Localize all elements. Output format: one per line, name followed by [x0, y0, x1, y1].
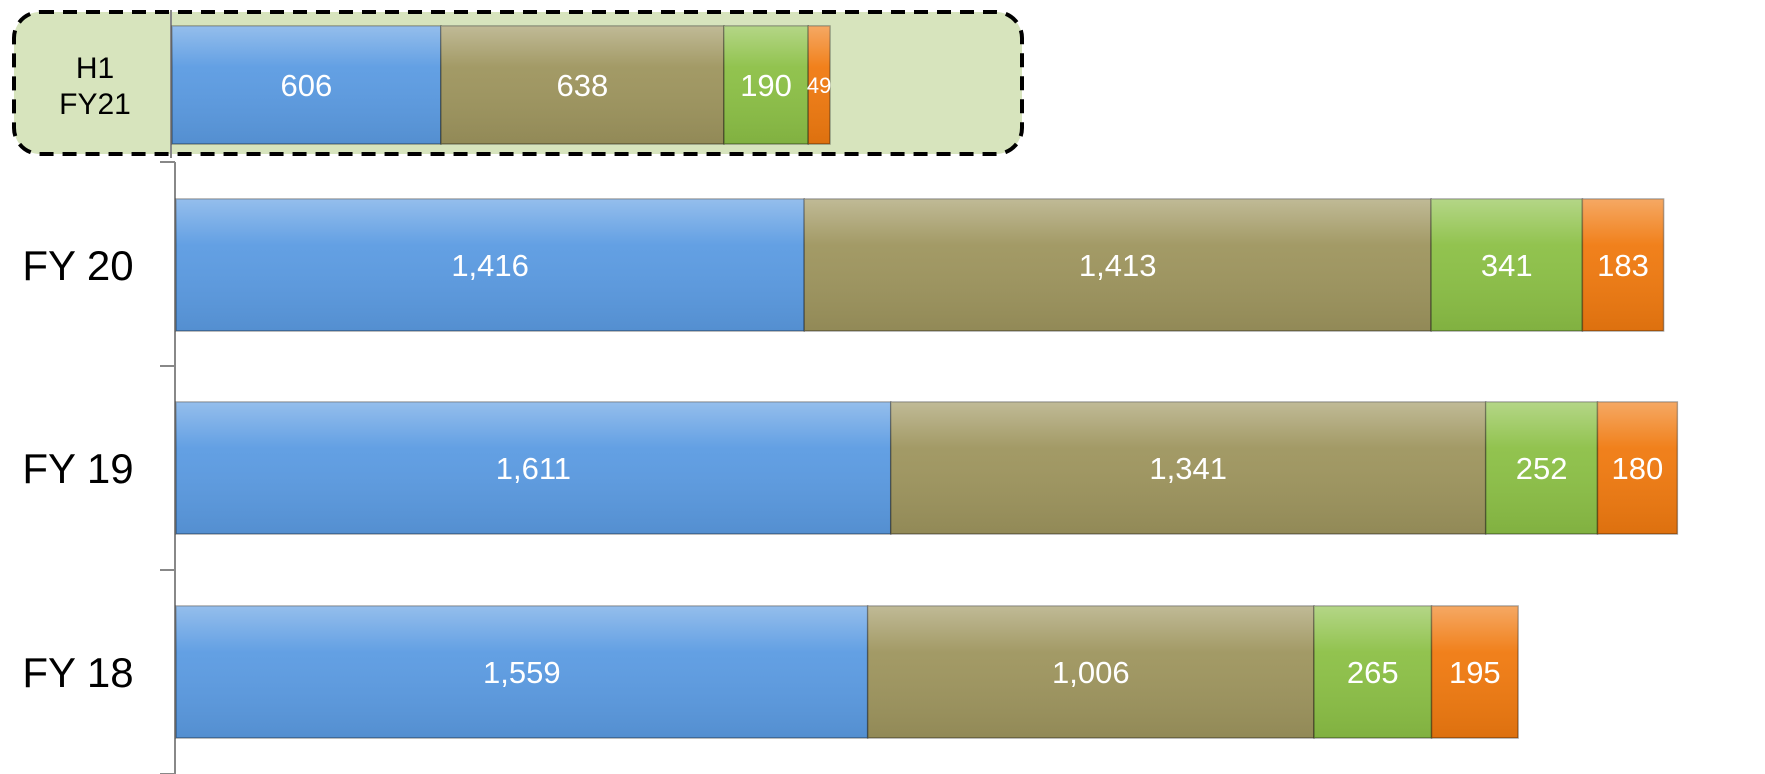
bar-segment-group: 195: [1430, 605, 1519, 739]
bar-segment-group: 1,416: [175, 198, 805, 332]
category-axis: [160, 10, 176, 774]
data-label: 190: [740, 68, 792, 103]
bar-segment-group: 49: [807, 25, 831, 145]
data-label: 1,006: [1052, 655, 1130, 690]
bar-segment-group: 252: [1484, 401, 1599, 535]
bar-segment-group: 183: [1581, 198, 1665, 332]
data-label: 195: [1449, 655, 1501, 690]
data-label: 606: [281, 68, 333, 103]
bar-segment-group: 265: [1313, 605, 1433, 739]
data-label: 341: [1481, 248, 1533, 283]
bar-segment-group: 606: [171, 25, 442, 145]
bar-segment-group: 190: [723, 25, 809, 145]
bar-segment-group: 1,341: [889, 401, 1487, 535]
data-label: 265: [1347, 655, 1399, 690]
data-label: 1,611: [496, 451, 571, 486]
category-label: H1: [76, 52, 114, 85]
bar-segment-group: 341: [1430, 198, 1584, 332]
data-label: 1,416: [451, 248, 529, 283]
data-label: 183: [1597, 248, 1649, 283]
bar-segment-group: 638: [440, 25, 725, 145]
data-label: 1,341: [1149, 451, 1227, 486]
category-label: FY 19: [22, 445, 133, 492]
data-label: 638: [557, 68, 609, 103]
data-label: 180: [1612, 451, 1664, 486]
data-label: 1,559: [483, 655, 561, 690]
bar-segment-group: 1,559: [175, 605, 869, 739]
bar-segment-group: 1,006: [866, 605, 1315, 739]
data-label: 1,413: [1079, 248, 1157, 283]
bar-segment-group: 1,611: [175, 401, 892, 535]
bar-segment-group: 1,413: [803, 198, 1432, 332]
data-label: 252: [1516, 451, 1568, 486]
category-label: FY 18: [22, 649, 133, 696]
bar-segment-group: 180: [1596, 401, 1679, 535]
category-label: FY 20: [22, 242, 133, 289]
category-label: FY21: [59, 88, 131, 121]
data-label: 49: [807, 73, 831, 98]
